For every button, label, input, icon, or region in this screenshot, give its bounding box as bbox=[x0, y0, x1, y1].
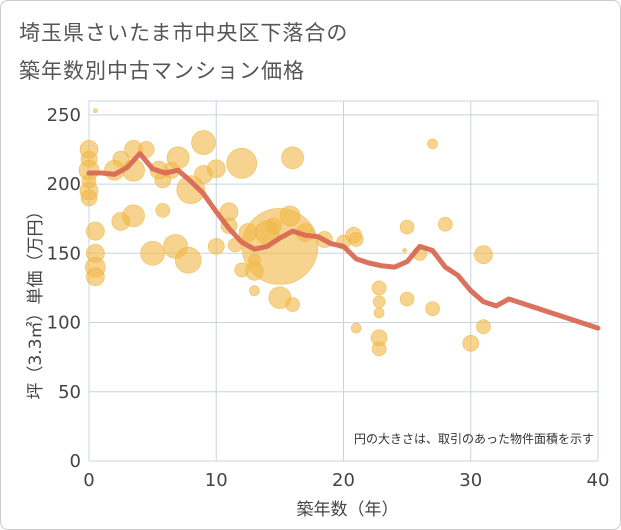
y-tick-label: 0 bbox=[70, 451, 81, 472]
bubble-point bbox=[207, 238, 225, 255]
bubble-point bbox=[80, 189, 98, 207]
y-tick-label: 200 bbox=[47, 174, 81, 195]
x-tick-label: 30 bbox=[459, 470, 482, 491]
bubble-point bbox=[399, 291, 415, 307]
bubble-point bbox=[437, 216, 453, 232]
bubble-point bbox=[93, 108, 98, 113]
bubble-point bbox=[155, 203, 171, 218]
bubble-point bbox=[249, 285, 260, 296]
y-axis-label: 坪（3.3㎡）単価（万円） bbox=[26, 202, 46, 399]
bubble-point bbox=[285, 297, 300, 312]
x-axis-label: 築年数（年） bbox=[297, 500, 399, 520]
bubble-point bbox=[122, 204, 145, 228]
y-tick-label: 50 bbox=[58, 382, 81, 403]
bubble-point bbox=[399, 219, 415, 235]
bubble-layer bbox=[78, 108, 493, 357]
bubble-point bbox=[350, 322, 362, 334]
bubble-point bbox=[174, 246, 202, 274]
chart-note: 円の大きさは、取引のあった物件面積を示す bbox=[354, 431, 594, 446]
bubble-point bbox=[279, 205, 301, 227]
bubble-point bbox=[348, 232, 364, 247]
x-tick-label: 40 bbox=[587, 470, 610, 491]
x-tick-label: 10 bbox=[205, 470, 228, 491]
tick-labels: 0 10 20 30 40 0 50 100 150 200 250 bbox=[47, 105, 610, 491]
chart-title-line2: 築年数別中古マンション価格 bbox=[19, 59, 305, 83]
bubble-point bbox=[206, 159, 226, 179]
average-price-line bbox=[86, 151, 601, 331]
bubble-point bbox=[371, 341, 387, 357]
grid-lines bbox=[88, 100, 599, 462]
bubble-point bbox=[281, 146, 304, 170]
bubble-point bbox=[140, 241, 165, 266]
bubble-point bbox=[402, 248, 407, 253]
trend-line-layer bbox=[86, 151, 601, 331]
bubble-point bbox=[476, 319, 491, 334]
y-tick-label: 100 bbox=[47, 313, 81, 334]
bubble-point bbox=[371, 280, 387, 296]
chart-title-line1: 埼玉県さいたま市中央区下落合の bbox=[19, 21, 349, 45]
bubble-point bbox=[462, 335, 480, 352]
x-tick-label: 20 bbox=[332, 470, 355, 491]
y-tick-label: 250 bbox=[47, 105, 81, 126]
bubble-point bbox=[86, 221, 105, 241]
bubble-point bbox=[427, 138, 438, 150]
bubble-point bbox=[373, 307, 385, 319]
bubble-point bbox=[176, 175, 206, 204]
bubble-point bbox=[474, 245, 493, 264]
bubble-point bbox=[191, 130, 216, 155]
y-tick-label: 150 bbox=[47, 243, 81, 264]
x-tick-label: 0 bbox=[83, 470, 94, 491]
bubble-point bbox=[425, 301, 440, 316]
bubble-point bbox=[372, 295, 386, 309]
bubble-point bbox=[86, 267, 105, 287]
bubble-point bbox=[166, 146, 190, 170]
bubble-point bbox=[226, 148, 257, 179]
